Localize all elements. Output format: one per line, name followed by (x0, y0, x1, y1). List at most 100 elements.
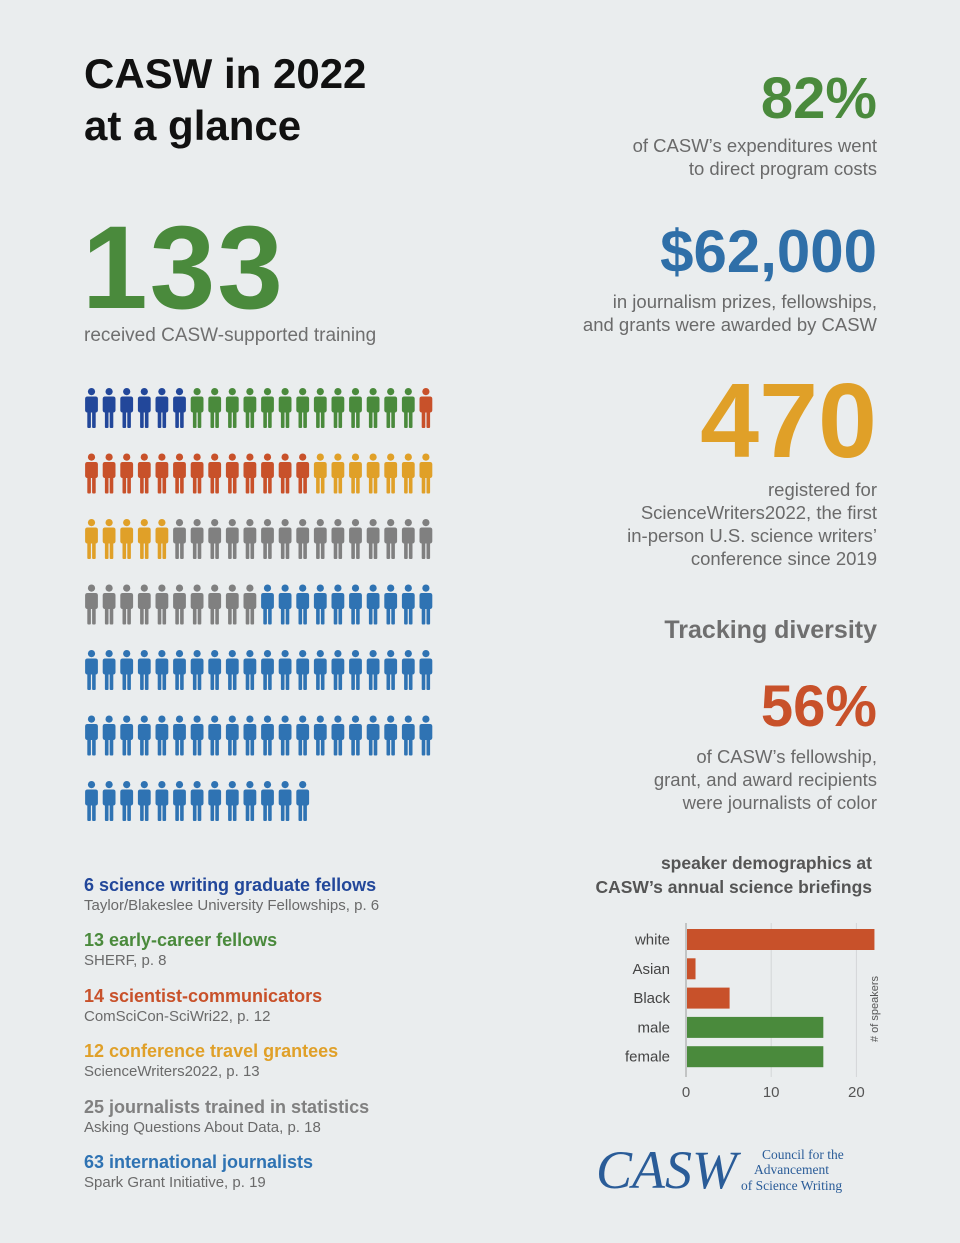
person-icon (173, 584, 186, 625)
person-icon (243, 781, 257, 821)
person-icon (137, 453, 151, 494)
diversity-line-2: grant, and award recipients (653, 769, 877, 790)
person-icon (313, 388, 327, 428)
person-icon (155, 715, 169, 756)
legend-main: 13 early-career fellows (84, 930, 278, 950)
category-label: white (634, 932, 670, 949)
person-icon (331, 715, 345, 756)
person-icon (155, 584, 169, 625)
person-icon (190, 781, 204, 821)
casw-logo-mark: CASW Council for the Advancement of Scie… (596, 1140, 844, 1200)
person-icon (190, 715, 204, 756)
person-icon (120, 519, 134, 559)
person-icon (349, 519, 362, 559)
person-icon (366, 715, 380, 756)
person-icon (155, 519, 169, 559)
person-icon (296, 453, 310, 494)
person-icon (419, 650, 433, 690)
person-icon (349, 388, 362, 428)
person-icon (102, 715, 116, 756)
person-icon (261, 519, 274, 559)
person-icon (243, 715, 257, 756)
person-icon (102, 519, 116, 559)
legend-graduate-fellows: 6 science writing graduate fellows Taylo… (84, 874, 379, 916)
person-icon (102, 453, 116, 494)
chart-title-line-2: CASW’s annual science briefings (595, 877, 872, 897)
person-icon (261, 781, 274, 821)
person-icon (384, 715, 398, 756)
person-icon (278, 781, 292, 821)
person-icon (137, 584, 151, 625)
page-title: CASW in 2022 at a glance (84, 48, 504, 152)
person-icon (102, 584, 116, 625)
person-icon (85, 781, 98, 821)
registered-count: 470 (700, 362, 877, 480)
person-icon (85, 650, 98, 690)
diversity-line-3: were journalists of color (682, 792, 877, 813)
person-icon (261, 650, 274, 690)
prizes-amount: $62,000 (660, 218, 877, 285)
diversity-description: of CASW’s fellowship, grant, and award r… (654, 745, 877, 814)
person-icon (155, 781, 169, 821)
registered-description: registered for ScienceWriters2022, the f… (627, 478, 877, 570)
prizes-line-1: in journalism prizes, fellowships, (612, 291, 877, 312)
person-icon (401, 650, 415, 690)
person-icon (419, 584, 433, 625)
person-icon (331, 519, 345, 559)
legend-sub: ScienceWriters2022, p. 13 (84, 1063, 260, 1080)
person-icon (190, 650, 204, 690)
training-label: received CASW-supported training (84, 325, 377, 346)
chart-title-line-1: speaker demographics at (660, 853, 872, 873)
person-icon (384, 388, 398, 428)
person-icon (349, 650, 362, 690)
person-icon (173, 715, 186, 756)
person-icon (225, 781, 239, 821)
person-icon (261, 584, 274, 625)
diversity-heading: Tracking diversity (664, 616, 877, 644)
person-icon (349, 453, 362, 494)
person-icon (137, 388, 151, 428)
person-icon (225, 584, 239, 625)
person-icon (313, 650, 327, 690)
training-count: 133 (82, 202, 285, 334)
person-icon (120, 453, 134, 494)
person-icon (208, 388, 222, 428)
person-icon (85, 388, 98, 428)
person-icon (173, 453, 186, 494)
registered-line-3: in-person U.S. science writers’ (627, 525, 877, 546)
person-icon (243, 453, 257, 494)
category-label: male (637, 1019, 670, 1036)
legend-main: 25 journalists trained in statistics (84, 1097, 370, 1117)
person-icon (85, 715, 98, 756)
person-icon (85, 453, 98, 494)
person-icon (366, 650, 380, 690)
legend-sub: Spark Grant Initiative, p. 19 (84, 1174, 266, 1191)
person-icon (120, 781, 134, 821)
person-icon (419, 388, 433, 428)
legend-sub: Taylor/Blakeslee University Fellowships,… (84, 897, 380, 914)
person-icon (419, 715, 433, 756)
person-icon (401, 519, 415, 559)
person-icon (296, 519, 310, 559)
person-icon (349, 715, 362, 756)
person-icon (261, 388, 274, 428)
logo-line-2: Advancement (754, 1162, 829, 1177)
registered-line-1: registered for (768, 479, 877, 500)
person-icon (137, 650, 151, 690)
person-icon (278, 650, 292, 690)
legend-sub: ComSciCon-SciWri22, p. 12 (84, 1008, 271, 1025)
person-icon (137, 519, 151, 559)
casw-logo: CASW Council for the Advancement of Scie… (596, 1140, 856, 1205)
person-icon (208, 781, 222, 821)
legend-early-career: 13 early-career fellows SHERF, p. 8 (84, 929, 277, 971)
person-icon (331, 650, 345, 690)
person-icon (384, 453, 398, 494)
person-icon (173, 781, 186, 821)
person-icon (313, 519, 327, 559)
person-icon (120, 388, 134, 428)
person-icon (120, 584, 134, 625)
category-label: Black (633, 990, 670, 1007)
bar-female (687, 1046, 824, 1068)
diversity-line-1: of CASW’s fellowship, (696, 746, 877, 767)
person-icon (190, 519, 204, 559)
